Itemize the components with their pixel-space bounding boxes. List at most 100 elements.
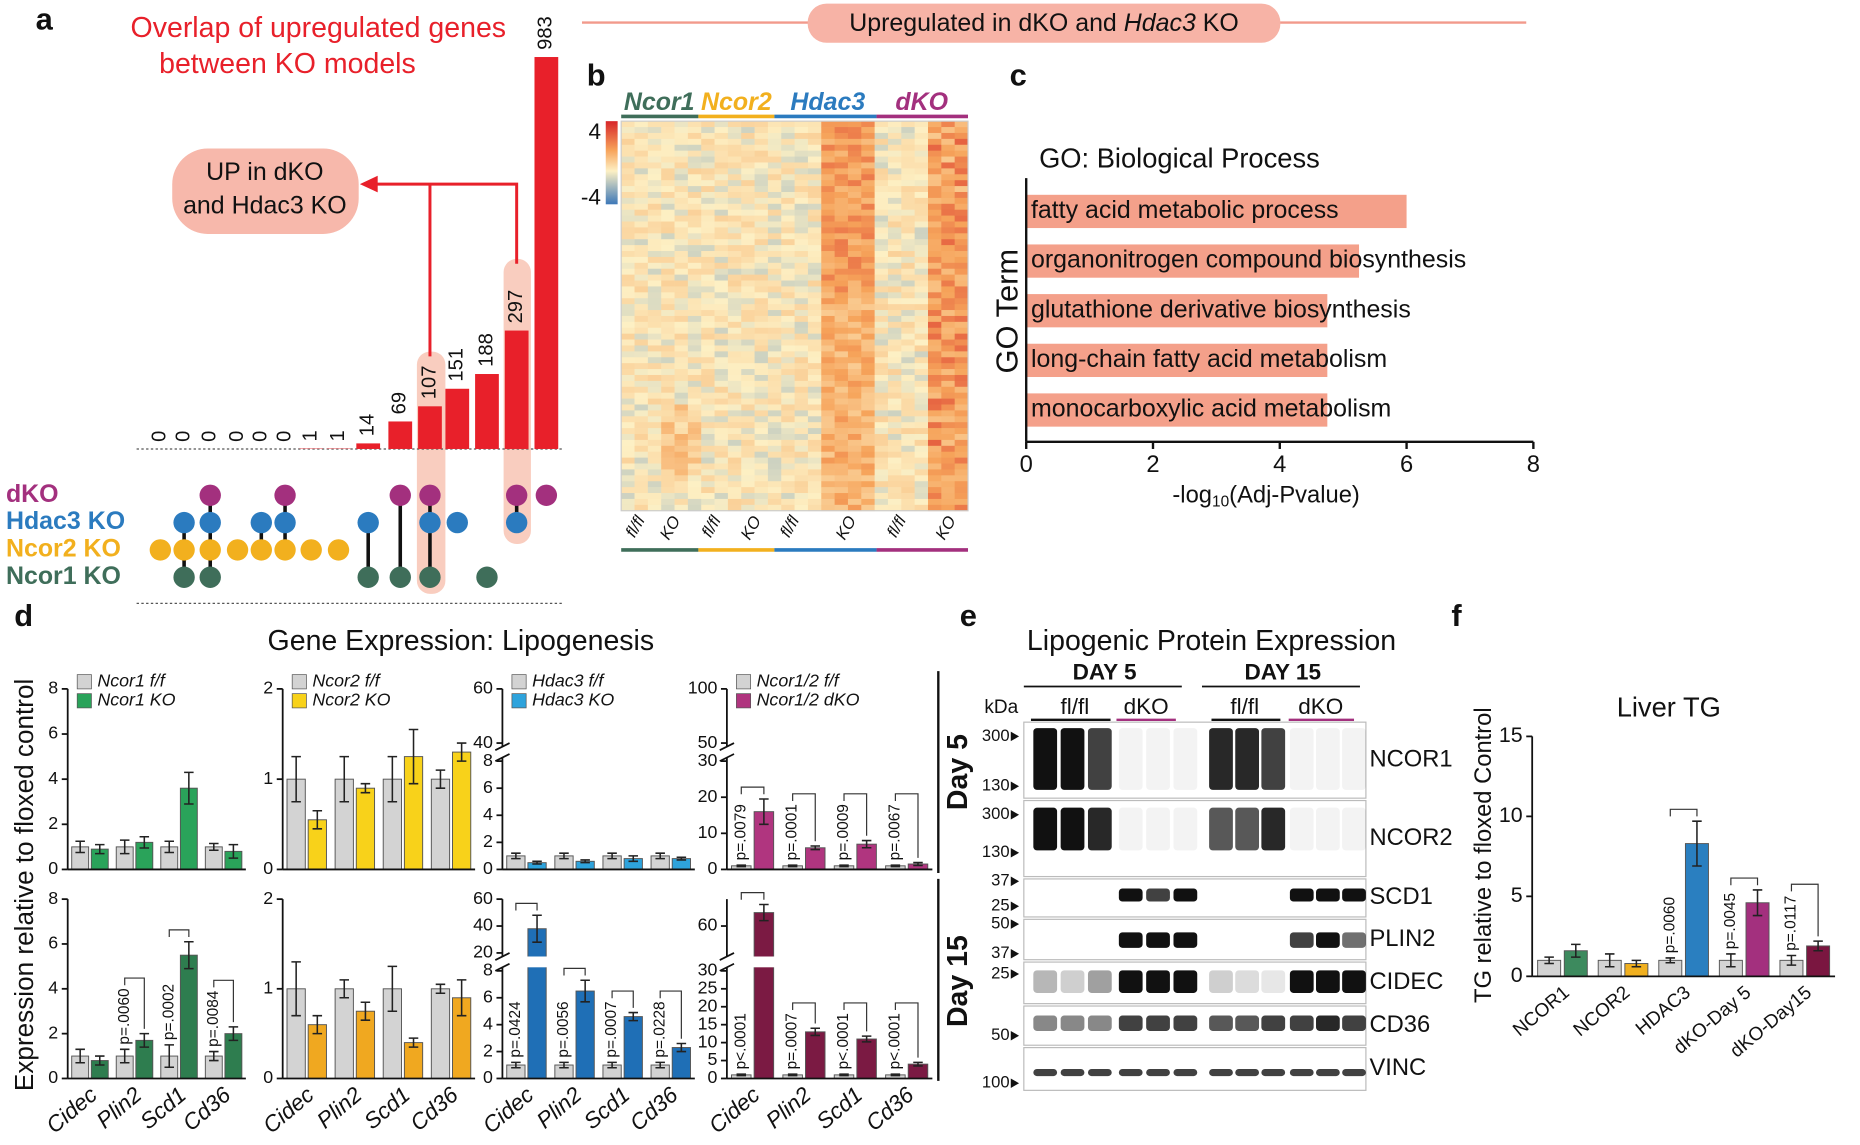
heatmap-cell bbox=[807, 345, 822, 352]
error-bar bbox=[456, 742, 467, 762]
heatmap-cell bbox=[647, 180, 662, 187]
heatmap-cell bbox=[754, 298, 769, 305]
heatmap-cell bbox=[647, 162, 662, 169]
heatmap-cell bbox=[941, 292, 956, 299]
heatmap-cell bbox=[887, 150, 902, 157]
bar bbox=[475, 374, 499, 449]
heatmap-cell bbox=[741, 310, 755, 317]
heatmap-cell bbox=[887, 162, 902, 169]
y-tick-label: 6 bbox=[483, 986, 493, 1006]
heatmap-cell bbox=[847, 463, 862, 470]
heatmap-cell bbox=[661, 439, 675, 447]
heatmap-cell bbox=[847, 410, 862, 417]
heatmap-cell bbox=[847, 298, 862, 305]
heatmap-cell bbox=[914, 203, 929, 211]
heatmap-cell bbox=[794, 392, 809, 399]
set-dot bbox=[419, 566, 441, 588]
heatmap-cell bbox=[887, 493, 902, 500]
heatmap-cell bbox=[701, 487, 715, 494]
heatmap-cell bbox=[861, 321, 875, 329]
heatmap-cell bbox=[634, 245, 649, 252]
heatmap-cell bbox=[621, 132, 635, 140]
error-bar bbox=[456, 979, 467, 1017]
heatmap-cell bbox=[687, 386, 702, 394]
heatmap-cell bbox=[954, 186, 969, 193]
heatmap-cell bbox=[887, 504, 902, 512]
y-tick-label: 60 bbox=[473, 678, 493, 698]
error-bar bbox=[1692, 820, 1702, 867]
heatmap-cell bbox=[834, 233, 849, 240]
heatmap-cell bbox=[621, 256, 635, 264]
heatmap-cell bbox=[714, 339, 729, 346]
heatmap-cell bbox=[754, 150, 769, 157]
legend-swatch bbox=[511, 674, 527, 690]
heatmap-cell bbox=[621, 321, 635, 329]
y-tick-label: 4 bbox=[48, 768, 58, 788]
heatmap-cell bbox=[714, 286, 729, 293]
heatmap-cell bbox=[794, 374, 809, 382]
band bbox=[1173, 1015, 1198, 1031]
band bbox=[1146, 1015, 1170, 1031]
heatmap-cell bbox=[621, 469, 635, 476]
error-bar bbox=[435, 769, 446, 789]
heatmap-cell bbox=[634, 498, 649, 506]
heatmap-cell bbox=[754, 439, 769, 447]
heatmap-cell bbox=[914, 422, 929, 429]
heatmap-cell bbox=[621, 380, 635, 388]
heatmap-cell bbox=[701, 256, 715, 264]
heatmap-cell bbox=[687, 439, 702, 447]
band bbox=[1342, 932, 1366, 948]
heatmap-cell bbox=[847, 144, 862, 152]
heatmap-cell bbox=[674, 357, 689, 364]
sample-label: KO bbox=[931, 512, 959, 542]
heatmap-cell bbox=[807, 315, 822, 323]
heatmap-cell bbox=[941, 256, 956, 264]
bracket bbox=[894, 1002, 919, 1058]
heatmap-cell bbox=[807, 215, 822, 222]
heatmap-cell bbox=[887, 339, 902, 346]
heatmap-cell bbox=[781, 369, 795, 376]
band bbox=[1289, 932, 1314, 948]
heatmap-cell bbox=[954, 410, 969, 417]
heatmap-cell bbox=[754, 245, 769, 252]
heatmap-cell bbox=[674, 369, 689, 376]
marker-arrow bbox=[1010, 901, 1020, 912]
heatmap-cell bbox=[674, 156, 689, 163]
heatmap-cell bbox=[767, 504, 782, 512]
heatmap-cell bbox=[767, 245, 782, 252]
x-tick-label: 6 bbox=[1400, 451, 1413, 478]
heatmap-cell bbox=[847, 481, 862, 488]
heatmap-cell bbox=[927, 262, 942, 270]
heatmap-cell bbox=[621, 280, 635, 287]
heatmap-cell bbox=[674, 345, 689, 352]
heatmap-cell bbox=[821, 357, 835, 364]
heatmap-cell bbox=[621, 416, 635, 423]
y-tick-label: 4 bbox=[48, 978, 58, 998]
heatmap-cell bbox=[661, 357, 675, 364]
heatmap-cell bbox=[874, 398, 889, 405]
heatmap-cell bbox=[661, 150, 675, 157]
heatmap-cell bbox=[621, 262, 635, 270]
heatmap-cell bbox=[901, 380, 916, 388]
heatmap-cell bbox=[714, 416, 729, 423]
heatmap-cell bbox=[714, 481, 729, 488]
heatmap-cell bbox=[687, 215, 702, 222]
heatmap-cell bbox=[621, 162, 635, 169]
banner-part: Hdac3 bbox=[1124, 8, 1196, 36]
heatmap-cell bbox=[807, 380, 822, 388]
set-label: Hdac3 KO bbox=[6, 507, 125, 535]
heatmap-cell bbox=[741, 327, 755, 335]
heatmap-cell bbox=[941, 369, 956, 376]
heatmap-cell bbox=[781, 180, 795, 187]
heatmap-cell bbox=[754, 310, 769, 317]
heatmap-cell bbox=[634, 363, 649, 370]
heatmap-cell bbox=[754, 262, 769, 270]
heatmap-cell bbox=[914, 144, 929, 152]
heatmap-cell bbox=[687, 262, 702, 270]
heatmap-cell bbox=[821, 168, 835, 175]
error-bar bbox=[1752, 889, 1763, 917]
heatmap-cell bbox=[834, 386, 849, 394]
row-day: Day 5 bbox=[942, 734, 974, 810]
heatmap-cell bbox=[821, 351, 835, 358]
heatmap-cell bbox=[821, 327, 835, 335]
